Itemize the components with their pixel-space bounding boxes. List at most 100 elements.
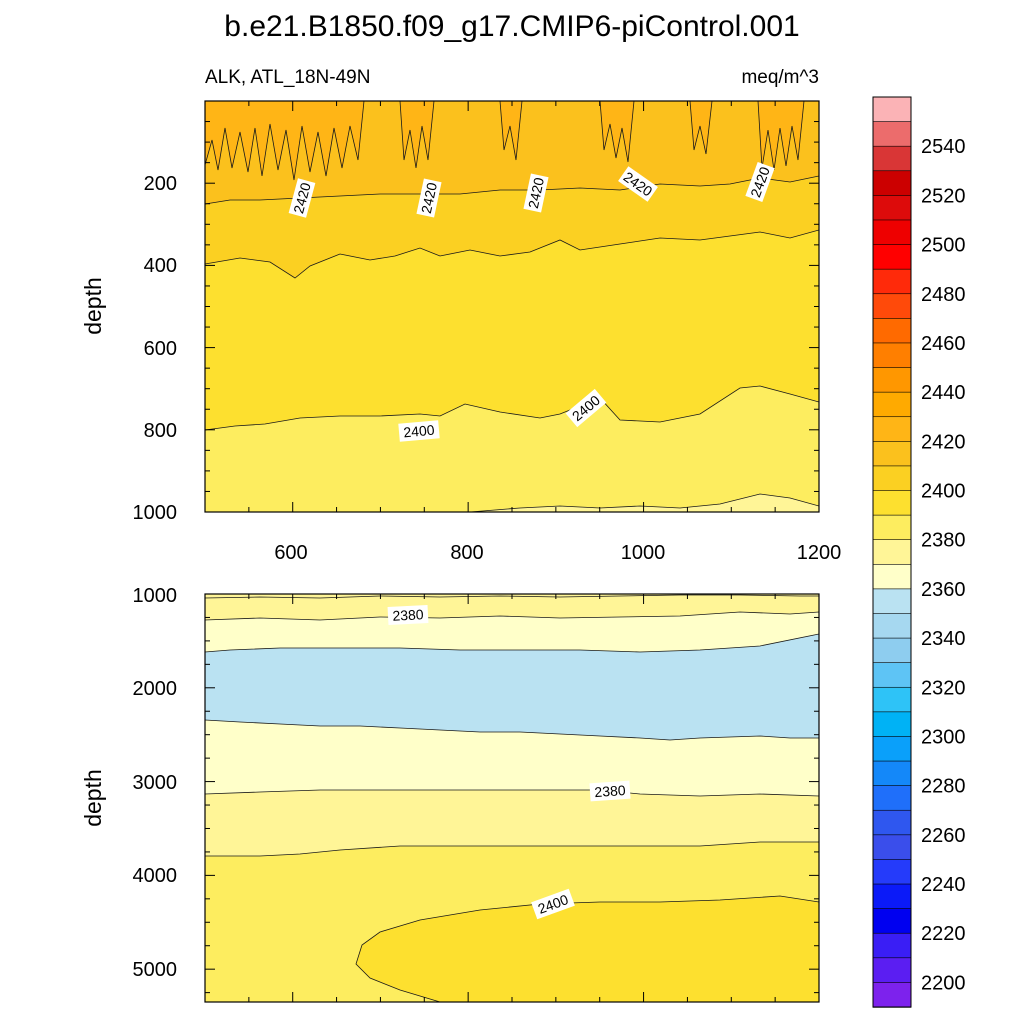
colorbar bbox=[872, 96, 912, 1008]
colorbar-swatch bbox=[872, 514, 912, 541]
contour-label: 2380 bbox=[589, 780, 631, 802]
contour-label-text: 2380 bbox=[594, 782, 626, 800]
y-tick-label: 3000 bbox=[133, 772, 178, 794]
contour-label-text: 2420 bbox=[418, 181, 440, 215]
y-tick-label: 800 bbox=[144, 420, 177, 442]
colorbar-label: 2340 bbox=[921, 628, 966, 650]
colorbar-swatch bbox=[872, 145, 912, 172]
left-string: ALK, ATL_18N-49N bbox=[205, 67, 370, 88]
colorbar-swatch bbox=[872, 268, 912, 295]
colorbar-swatch bbox=[872, 416, 912, 443]
colorbar-swatch bbox=[872, 170, 912, 197]
colorbar-label: 2200 bbox=[921, 972, 966, 994]
contour-label: 2400 bbox=[398, 420, 440, 442]
colorbar-label: 2520 bbox=[921, 185, 966, 207]
upper-contour-labels: 2420 2420 2420 2420 2420 2400 2400 bbox=[288, 162, 775, 442]
colorbar-swatch bbox=[872, 834, 912, 861]
upper-y-axis-label: depth bbox=[80, 277, 106, 335]
upper-ticks bbox=[204, 100, 820, 513]
units-string: meq/m^3 bbox=[741, 67, 819, 88]
colorbar-label: 2300 bbox=[921, 727, 966, 749]
y-tick-label: 2000 bbox=[133, 678, 178, 700]
contour-label-text: 2420 bbox=[525, 176, 547, 210]
colorbar-label: 2460 bbox=[921, 333, 966, 355]
colorbar-label: 2440 bbox=[921, 382, 966, 404]
contour-label: 2420 bbox=[288, 178, 316, 218]
upper-x-tick-labels: 600 800 1000 1200 bbox=[274, 542, 841, 564]
colorbar-swatch bbox=[872, 490, 912, 516]
colorbar-label: 2500 bbox=[921, 235, 966, 257]
colorbar-swatch bbox=[872, 293, 912, 320]
contour-label-text: 2400 bbox=[403, 422, 436, 441]
y-tick-label: 1000 bbox=[133, 585, 178, 607]
lower-ticks bbox=[204, 593, 820, 1002]
x-tick-label: 600 bbox=[274, 542, 307, 564]
colorbar-swatch bbox=[872, 342, 912, 369]
x-tick-label: 800 bbox=[450, 542, 483, 564]
colorbar-label: 2220 bbox=[921, 923, 966, 945]
contour-label-text: 2380 bbox=[392, 606, 424, 624]
colorbar-label: 2480 bbox=[921, 284, 966, 306]
x-tick-label: 1200 bbox=[797, 542, 842, 564]
colorbar-swatch bbox=[872, 121, 912, 147]
chart-title: b.e21.B1850.f09_g17.CMIP6-piControl.001 bbox=[224, 10, 799, 43]
colorbar-labels: 2540 2520 2500 2480 2460 2440 2420 2400 2380 2360… bbox=[921, 136, 966, 994]
contour-label: 2420 bbox=[416, 178, 442, 218]
colorbar-label: 2400 bbox=[921, 481, 966, 503]
colorbar-swatch bbox=[872, 539, 912, 565]
colorbar-swatch bbox=[872, 637, 912, 664]
lower-contour-labels: 2380 2380 2400 bbox=[387, 604, 631, 920]
colorbar-frame bbox=[872, 96, 912, 1008]
upper-contour-clean bbox=[205, 101, 819, 512]
contour-label-text: 2420 bbox=[290, 181, 314, 215]
upper-y-tick-labels: 200 400 600 800 1000 bbox=[133, 173, 178, 524]
colorbar-swatch bbox=[872, 465, 912, 492]
colorbar-label: 2540 bbox=[921, 136, 966, 158]
colorbar-swatch bbox=[872, 613, 912, 639]
lower-y-tick-labels: 1000 2000 3000 4000 5000 bbox=[133, 585, 178, 981]
colorbar-swatch bbox=[872, 588, 912, 615]
colorbar-swatch bbox=[872, 563, 912, 590]
colorbar-swatch bbox=[872, 760, 912, 787]
y-tick-label: 5000 bbox=[133, 959, 178, 981]
lower-contour-fill bbox=[205, 594, 819, 1002]
colorbar-label: 2420 bbox=[921, 431, 966, 453]
y-tick-label: 600 bbox=[144, 338, 177, 360]
colorbar-label: 2360 bbox=[921, 579, 966, 601]
colorbar-swatch bbox=[872, 244, 912, 270]
y-tick-label: 4000 bbox=[133, 865, 178, 887]
y-tick-label: 200 bbox=[144, 173, 177, 195]
colorbar-swatch bbox=[872, 736, 912, 762]
colorbar-swatch bbox=[872, 908, 912, 934]
contour-label: 2380 bbox=[387, 604, 429, 626]
colorbar-swatch bbox=[872, 711, 912, 738]
contour-label: 2400 bbox=[531, 888, 575, 920]
x-tick-label: 1000 bbox=[621, 542, 666, 564]
colorbar-swatch bbox=[872, 957, 912, 984]
colorbar-swatch bbox=[872, 809, 912, 836]
colorbar-label: 2260 bbox=[921, 825, 966, 847]
contour-label: 2420 bbox=[523, 173, 549, 213]
colorbar-swatch bbox=[872, 785, 912, 811]
colorbar-label: 2380 bbox=[921, 530, 966, 552]
colorbar-swatch bbox=[872, 318, 912, 344]
colorbar-label: 2280 bbox=[921, 776, 966, 798]
colorbar-swatch bbox=[872, 96, 912, 123]
colorbar-swatch bbox=[872, 391, 912, 418]
colorbar-swatch bbox=[872, 686, 912, 713]
colorbar-swatch bbox=[872, 662, 912, 688]
colorbar-label: 2240 bbox=[921, 874, 966, 896]
colorbar-label: 2320 bbox=[921, 677, 966, 699]
y-tick-label: 1000 bbox=[133, 502, 178, 524]
colorbar-swatch bbox=[872, 441, 912, 467]
colorbar-swatch bbox=[872, 219, 912, 246]
colorbar-swatch bbox=[872, 883, 912, 910]
colorbar-swatch bbox=[872, 195, 912, 221]
colorbar-swatch bbox=[872, 932, 912, 959]
colorbar-swatch bbox=[872, 367, 912, 393]
colorbar-swatch bbox=[872, 982, 912, 1008]
colorbar-swatch bbox=[872, 859, 912, 885]
y-tick-label: 400 bbox=[144, 255, 177, 277]
lower-y-axis-label: depth bbox=[80, 769, 106, 827]
